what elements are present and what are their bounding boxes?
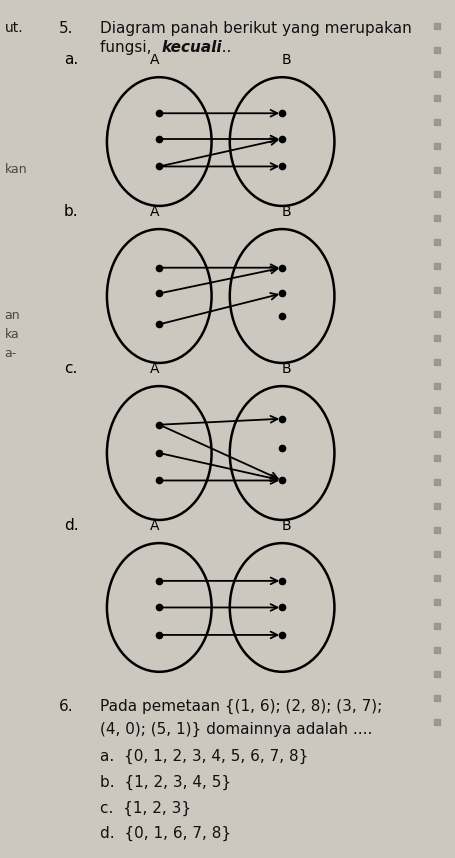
Text: 5.: 5. (59, 21, 74, 36)
Text: b.: b. (64, 204, 78, 219)
Text: ut.: ut. (5, 21, 23, 35)
Text: b.  {1, 2, 3, 4, 5}: b. {1, 2, 3, 4, 5} (100, 775, 231, 790)
Text: Diagram panah berikut yang merupakan: Diagram panah berikut yang merupakan (100, 21, 412, 36)
Text: (4, 0); (5, 1)} domainnya adalah ....: (4, 0); (5, 1)} domainnya adalah .... (100, 722, 373, 737)
Text: c.: c. (64, 361, 77, 376)
Text: A: A (150, 53, 159, 67)
Text: kecuali: kecuali (162, 40, 222, 55)
Text: A: A (150, 519, 159, 533)
Text: ka: ka (5, 328, 19, 341)
Text: ....: .... (207, 40, 232, 55)
Text: B: B (282, 53, 292, 67)
Text: A: A (150, 362, 159, 376)
Text: c.  {1, 2, 3}: c. {1, 2, 3} (100, 801, 191, 816)
Text: kan: kan (5, 163, 27, 176)
Text: an: an (5, 309, 20, 322)
Text: d.: d. (64, 518, 78, 533)
Text: Pada pemetaan {(1, 6); (2, 8); (3, 7);: Pada pemetaan {(1, 6); (2, 8); (3, 7); (100, 699, 382, 715)
Text: a.: a. (64, 52, 78, 67)
Text: fungsi,: fungsi, (100, 40, 157, 55)
Text: a.  {0, 1, 2, 3, 4, 5, 6, 7, 8}: a. {0, 1, 2, 3, 4, 5, 6, 7, 8} (100, 749, 308, 764)
Text: a-: a- (5, 347, 17, 360)
Text: 6.: 6. (59, 699, 74, 714)
Text: d.  {0, 1, 6, 7, 8}: d. {0, 1, 6, 7, 8} (100, 826, 231, 842)
Text: A: A (150, 205, 159, 219)
Text: B: B (282, 519, 292, 533)
Text: B: B (282, 205, 292, 219)
Text: B: B (282, 362, 292, 376)
